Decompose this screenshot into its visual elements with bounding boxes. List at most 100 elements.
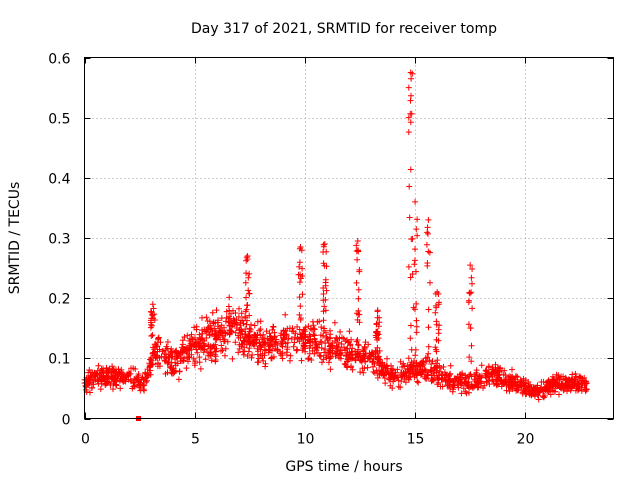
data-point [355,311,362,318]
data-point [425,306,432,313]
data-point [316,341,323,348]
data-point [489,364,496,371]
data-point [235,334,242,341]
data-point [201,326,208,333]
data-point [541,392,548,399]
data-point [267,333,274,340]
data-point [151,341,158,348]
data-point [425,350,432,357]
data-point [243,257,250,264]
data-point [315,349,321,356]
data-point [333,334,340,341]
data-point [425,343,432,350]
data-point [279,350,286,357]
data-point [149,361,156,368]
data-point [433,336,440,343]
y-tick-label: 0.2 [48,292,70,308]
data-point [491,380,497,387]
data-point [331,319,338,326]
data-point [424,354,431,361]
data-point [113,378,120,385]
data-point [505,378,512,385]
data-point [355,295,362,302]
data-point [221,336,228,343]
data-point [86,367,93,373]
data-point [117,385,124,392]
data-point [411,261,418,268]
data-point [251,343,258,349]
data-point [379,369,386,376]
data-point [405,263,412,270]
data-point [282,311,289,318]
data-point [161,351,168,357]
data-point [162,370,169,377]
data-point [369,358,376,365]
data-point [144,366,151,373]
data-point [197,365,204,372]
data-point [441,369,448,376]
data-point [200,349,207,356]
data-point [409,235,416,242]
data-point [86,377,93,384]
data-point [506,376,513,383]
data-point [254,345,261,352]
data-point [168,359,175,366]
data-point [259,355,266,362]
data-point [320,308,327,315]
data-point [550,378,557,385]
data-point [499,380,506,387]
data-point [236,305,242,312]
data-point [297,303,304,310]
y-tick-label: 0.3 [48,232,70,248]
data-point [344,364,351,371]
data-point [469,305,476,312]
data-point [434,289,441,296]
data-point [403,372,410,379]
data-point [246,270,253,277]
data-point [215,323,222,330]
data-point [346,353,353,360]
data-point [411,358,418,364]
data-point [402,379,409,386]
data-point [242,279,249,286]
data-point [355,354,361,361]
data-point [503,387,510,394]
data-point [457,374,464,381]
data-point [141,387,148,394]
data-point [360,354,367,361]
data-point [223,308,230,315]
data-point [435,372,442,379]
data-point [308,357,315,363]
data-point [433,360,439,367]
data-point [362,358,368,365]
data-point [439,376,446,383]
data-point [184,332,191,339]
data-point [134,376,141,383]
data-point [570,381,577,388]
data-point [489,376,496,383]
data-point [163,355,170,362]
data-point [249,339,256,346]
data-point [405,84,412,91]
data-point [390,378,397,385]
data-point [168,348,175,355]
data-point [413,300,420,307]
data-point [529,387,536,394]
y-tick-label: 0.6 [48,52,70,68]
data-point [183,365,190,372]
data-point [414,378,421,385]
data-point [534,382,541,389]
data-point [510,380,517,387]
data-point [296,311,303,318]
data-point [359,356,366,363]
data-point [436,299,442,306]
data-point [104,380,111,386]
data-point [184,345,191,352]
data-point [274,342,281,349]
data-point [146,369,153,376]
data-point [196,354,203,361]
data-point [257,342,264,349]
data-point [477,378,484,385]
data-point [369,359,376,366]
data-point [535,392,542,399]
